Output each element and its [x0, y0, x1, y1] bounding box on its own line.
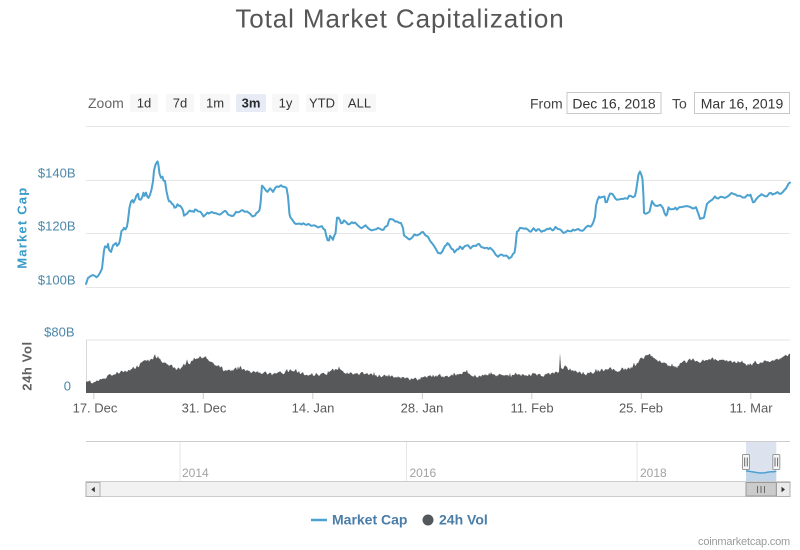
svg-text:24h Vol: 24h Vol	[439, 512, 488, 528]
svg-text:1y: 1y	[279, 96, 293, 111]
svg-text:1d: 1d	[137, 96, 151, 111]
svg-text:31. Dec: 31. Dec	[182, 401, 227, 416]
svg-text:3m: 3m	[242, 96, 261, 111]
svg-text:2016: 2016	[410, 466, 437, 480]
svg-text:11. Feb: 11. Feb	[510, 401, 553, 416]
svg-text:Zoom: Zoom	[88, 95, 124, 111]
svg-text:Market Cap: Market Cap	[15, 187, 30, 269]
svg-text:$120B: $120B	[38, 219, 76, 234]
svg-text:ALL: ALL	[348, 96, 371, 111]
svg-text:Mar 16, 2019: Mar 16, 2019	[701, 96, 784, 112]
svg-text:14. Jan: 14. Jan	[292, 401, 335, 416]
svg-text:0: 0	[64, 379, 71, 394]
svg-text:2018: 2018	[640, 466, 667, 480]
svg-text:Dec 16, 2018: Dec 16, 2018	[572, 96, 655, 112]
svg-text:To: To	[672, 96, 687, 112]
svg-text:11. Mar: 11. Mar	[729, 401, 773, 416]
svg-text:coinmarketcap.com: coinmarketcap.com	[698, 536, 790, 548]
svg-text:7d: 7d	[173, 96, 187, 111]
svg-text:$80B: $80B	[44, 325, 74, 340]
svg-text:24h Vol: 24h Vol	[20, 341, 35, 390]
svg-text:$140B: $140B	[38, 166, 76, 181]
svg-text:2014: 2014	[182, 466, 209, 480]
svg-text:25. Feb: 25. Feb	[619, 401, 663, 416]
svg-text:YTD: YTD	[309, 96, 335, 111]
svg-text:$100B: $100B	[38, 273, 76, 288]
svg-text:1m: 1m	[206, 96, 224, 111]
svg-text:From: From	[530, 96, 563, 112]
svg-text:Total Market Capitalization: Total Market Capitalization	[235, 4, 564, 34]
svg-text:Market Cap: Market Cap	[332, 512, 407, 528]
svg-text:28. Jan: 28. Jan	[401, 401, 444, 416]
svg-text:17. Dec: 17. Dec	[73, 401, 118, 416]
